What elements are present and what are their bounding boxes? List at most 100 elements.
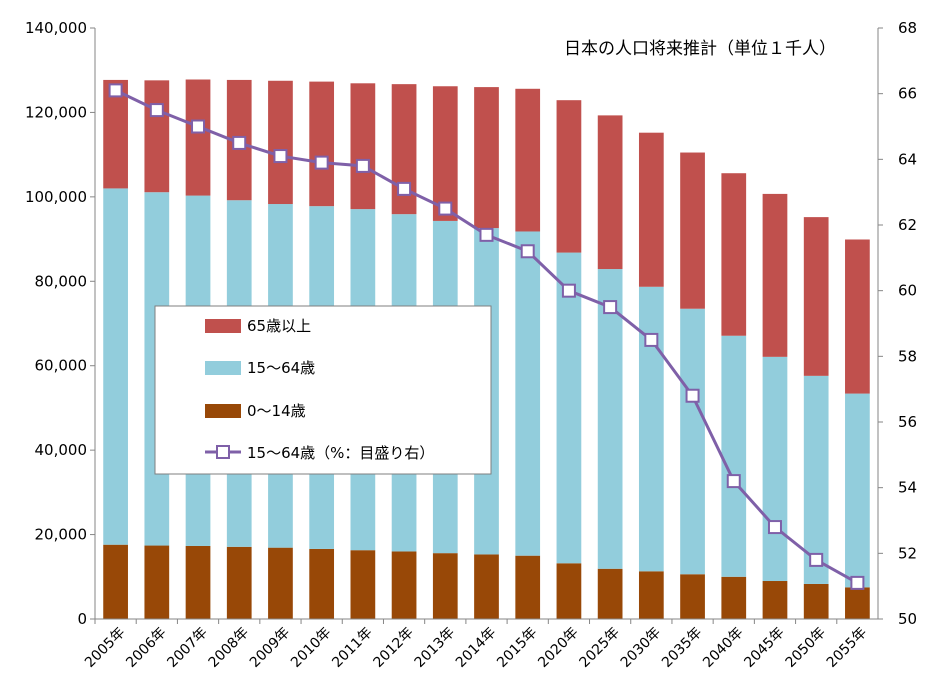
legend-label-15-64: 15〜64歳 (247, 359, 315, 377)
x-tick-label: 2015年 (494, 625, 540, 671)
bar-age-15-64 (680, 308, 705, 575)
bar-age-65plus (803, 217, 829, 376)
pct-marker (438, 201, 453, 216)
y2-tick-label: 50 (898, 610, 917, 628)
bar-age-15-64 (515, 231, 541, 556)
bar-age-15-64 (762, 356, 788, 582)
bar-age-0-14 (762, 581, 788, 619)
legend: 65歳以上 15〜64歳 0〜14歳 15〜64歳（%：目盛り右） (154, 305, 492, 475)
y-tick-label: 60,000 (35, 357, 88, 375)
pct-marker (108, 83, 123, 98)
pct-marker (644, 332, 659, 347)
bar-age-65plus (103, 79, 128, 189)
x-tick-label: 2025年 (577, 625, 623, 671)
bar-age-0-14 (350, 550, 376, 619)
x-tick-label: 2005年 (82, 625, 128, 671)
pct-marker (767, 520, 782, 535)
bar-age-0-14 (432, 553, 458, 619)
bar-age-65plus (721, 173, 747, 336)
pct-marker (561, 283, 576, 298)
pct-marker (685, 388, 700, 403)
y-tick-label: 100,000 (25, 188, 87, 206)
bar-age-65plus (432, 86, 458, 221)
pct-marker (520, 244, 535, 259)
pct-marker (232, 135, 247, 150)
legend-swatch-65plus (205, 319, 241, 333)
legend-swatch-15-64 (205, 361, 241, 375)
pct-marker (479, 227, 494, 242)
legend-label-0-14: 0〜14歳 (247, 402, 306, 420)
legend-box (154, 305, 492, 475)
bar-age-65plus (638, 132, 664, 287)
bar-age-15-64 (721, 335, 747, 577)
x-tick-label: 2045年 (741, 625, 787, 671)
bar-age-0-14 (391, 551, 417, 619)
pct-marker (273, 149, 288, 164)
pct-marker (809, 552, 824, 567)
pct-marker (603, 300, 618, 315)
x-tick-label: 2009年 (247, 625, 293, 671)
bar-series (103, 79, 870, 619)
bar-age-0-14 (185, 545, 211, 619)
bar-age-0-14 (597, 568, 623, 619)
x-tick-label: 2013年 (412, 625, 458, 671)
y-tick-label: 140,000 (25, 19, 87, 37)
bar-age-65plus (556, 100, 582, 253)
line-series (108, 83, 865, 590)
bar-age-65plus (268, 80, 293, 205)
left-axis: 0 20,000 40,000 60,000 80,000 100,000 120,000 1… (25, 19, 95, 628)
x-tick-label: 2014年 (453, 625, 499, 671)
x-tick-label: 2007年 (164, 625, 210, 671)
bar-age-0-14 (226, 546, 252, 619)
x-tick-label: 2012年 (370, 625, 416, 671)
legend-marker-pct (216, 445, 230, 459)
bar-age-15-64 (803, 375, 829, 584)
bar-age-15-64 (845, 393, 870, 588)
right-axis: 50 52 54 56 58 60 62 64 66 68 (878, 19, 917, 628)
x-tick-label: 2006年 (123, 625, 169, 671)
x-tick-label: 2011年 (329, 625, 375, 671)
y2-tick-label: 60 (898, 282, 917, 300)
legend-label-pct: 15〜64歳（%：目盛り右） (247, 444, 434, 462)
x-tick-label: 2035年 (659, 625, 705, 671)
bar-age-65plus (185, 79, 211, 196)
pct-marker (397, 181, 412, 196)
bar-age-65plus (309, 81, 335, 207)
x-tick-label: 2020年 (535, 625, 581, 671)
bar-age-15-64 (638, 286, 664, 572)
chart-title: 日本の人口将来推計（単位１千人） (564, 39, 836, 59)
pct-marker (191, 119, 206, 134)
x-tick-label: 2010年 (288, 625, 334, 671)
bar-age-0-14 (803, 583, 829, 619)
y2-tick-label: 64 (898, 150, 917, 168)
y-tick-label: 40,000 (35, 441, 88, 459)
pct-marker (355, 158, 370, 173)
legend-swatch-0-14 (205, 404, 241, 418)
x-tick-label: 2008年 (206, 625, 252, 671)
bar-age-65plus (845, 239, 870, 394)
pct-marker (850, 575, 865, 590)
bar-age-0-14 (680, 574, 705, 619)
bar-age-0-14 (845, 587, 870, 619)
y2-tick-label: 58 (898, 347, 917, 365)
x-tick-label: 2055年 (824, 625, 870, 671)
y2-tick-label: 52 (898, 544, 917, 562)
bar-age-0-14 (268, 547, 293, 619)
y2-tick-label: 56 (898, 413, 917, 431)
bar-age-65plus (144, 80, 170, 193)
pct-marker (149, 103, 164, 118)
pct-marker (314, 155, 329, 170)
bar-age-0-14 (474, 554, 499, 619)
bar-age-15-64 (556, 252, 582, 564)
bar-age-0-14 (144, 545, 170, 619)
bar-age-65plus (680, 152, 705, 309)
y-tick-label: 20,000 (35, 526, 88, 544)
bar-age-65plus (597, 115, 623, 270)
y-tick-label: 0 (77, 610, 87, 628)
bar-age-0-14 (309, 548, 335, 619)
bar-age-0-14 (721, 576, 747, 619)
bar-age-65plus (474, 87, 499, 229)
legend-label-65plus: 65歳以上 (247, 317, 311, 335)
